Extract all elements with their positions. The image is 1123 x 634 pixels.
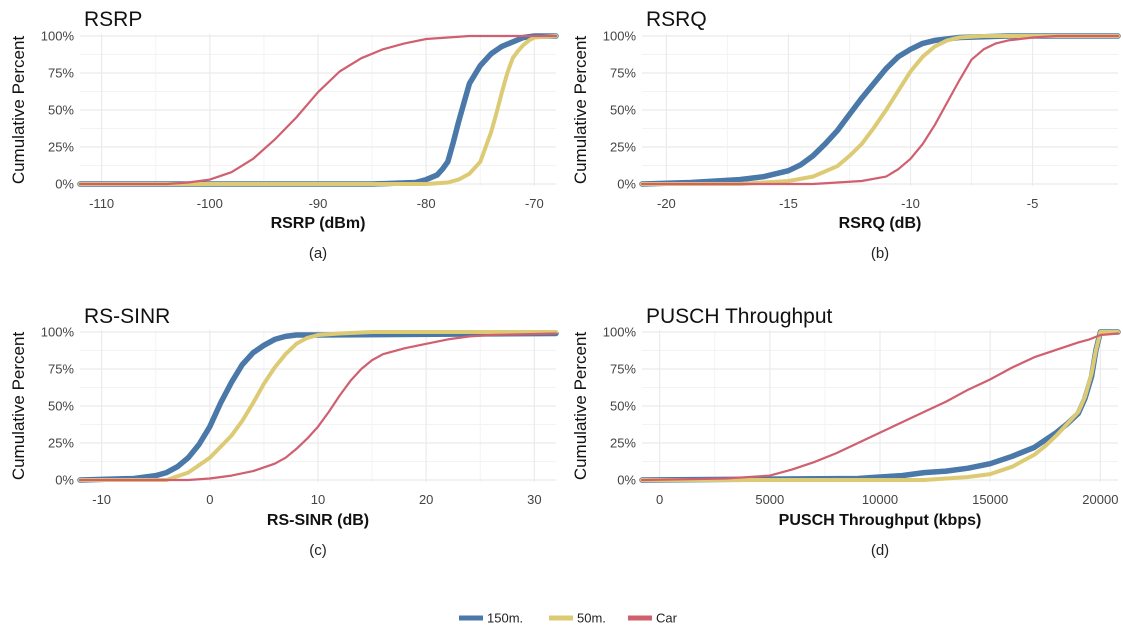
y-tick-label: 50%	[48, 103, 74, 118]
x-tick-label: 10000	[862, 492, 898, 507]
x-tick-label: -110	[89, 196, 114, 211]
y-tick-label: 75%	[610, 66, 636, 81]
panel-caption: (c)	[309, 542, 327, 559]
legend-label: Car	[656, 611, 678, 626]
y-tick-label: 25%	[48, 140, 74, 155]
x-tick-label: -100	[197, 196, 223, 211]
series-line-car	[78, 34, 558, 186]
y-tick-label: 0%	[617, 473, 636, 488]
series-line-150m	[639, 33, 1121, 187]
x-tick-label: -10	[901, 196, 920, 211]
series-line-car	[640, 332, 1120, 482]
y-tick-label: 25%	[610, 140, 636, 155]
x-tick-label: -10	[92, 492, 111, 507]
legend-label: 150m.	[487, 611, 523, 626]
series-line-car	[640, 34, 1120, 186]
legend: 150m. 50m. Car	[459, 611, 678, 626]
x-axis-label: PUSCH Throughput (kbps)	[779, 512, 982, 529]
y-tick-label: 0%	[617, 177, 636, 192]
x-axis-label: RSRQ (dB)	[839, 215, 922, 232]
chart-title: RSRP	[84, 8, 142, 31]
y-tick-label: 25%	[610, 436, 636, 451]
x-tick-label: 30	[527, 492, 541, 507]
y-tick-label: 75%	[48, 362, 74, 377]
chart-panel-4: 0 5000 10000 15000 20000 0% 25% 50% 75% 100% PUSCH…	[571, 305, 1121, 559]
y-tick-label: 50%	[48, 399, 74, 414]
x-tick-label: 10	[311, 492, 325, 507]
y-tick-label: 100%	[603, 29, 637, 44]
x-tick-label: -70	[525, 196, 544, 211]
x-tick-label: 20	[419, 492, 433, 507]
chart-title: PUSCH Throughput	[646, 305, 833, 328]
y-tick-label: 75%	[48, 66, 74, 81]
series-line-car	[78, 332, 558, 482]
panel-caption: (d)	[871, 542, 889, 559]
x-tick-label: -80	[417, 196, 436, 211]
x-tick-label: 20000	[1082, 492, 1118, 507]
y-axis-label: Cumulative Percent	[571, 36, 590, 185]
chart-title: RS-SINR	[84, 305, 170, 328]
x-tick-label: -20	[657, 196, 676, 211]
x-tick-label: 5000	[755, 492, 784, 507]
series-line-50m	[78, 330, 558, 482]
y-tick-label: 100%	[603, 325, 637, 340]
x-tick-label: 0	[656, 492, 663, 507]
y-tick-label: 0%	[55, 473, 74, 488]
chart-title: RSRQ	[646, 8, 707, 31]
chart-panel-2: -20 -15 -10 -5 0% 25% 50% 75% 100% RSRQ RSRQ (dB) C…	[571, 8, 1121, 262]
x-tick-label: -5	[1027, 196, 1039, 211]
x-axis-label: RSRP (dBm)	[271, 215, 366, 232]
y-axis-label: Cumulative Percent	[9, 332, 28, 481]
y-tick-label: 100%	[41, 29, 75, 44]
series-line-50m	[640, 330, 1120, 482]
chart-panel-3: -10 0 10 20 30 0% 25% 50% 75% 100% RS-SINR RS-SINR …	[9, 305, 559, 559]
x-tick-label: -90	[309, 196, 328, 211]
series-line-50m	[78, 34, 558, 186]
y-tick-label: 0%	[55, 177, 74, 192]
legend-label: 50m.	[577, 611, 606, 626]
x-axis-label: RS-SINR (dB)	[267, 512, 369, 529]
x-tick-label: 0	[206, 492, 213, 507]
y-tick-label: 50%	[610, 103, 636, 118]
y-tick-label: 50%	[610, 399, 636, 414]
series-line-150m	[77, 330, 559, 483]
chart-panel-1: -110 -100 -90 -80 -70 0% 25% 50% 75% 100% RSRP RSRP…	[9, 8, 559, 262]
y-axis-label: Cumulative Percent	[571, 332, 590, 481]
series-line-50m	[640, 34, 1120, 186]
y-tick-label: 25%	[48, 436, 74, 451]
panel-caption: (b)	[871, 245, 889, 262]
y-axis-label: Cumulative Percent	[9, 36, 28, 185]
y-tick-label: 75%	[610, 362, 636, 377]
y-tick-label: 100%	[41, 325, 75, 340]
x-tick-label: -15	[779, 196, 798, 211]
panel-caption: (a)	[309, 245, 327, 262]
series-line-150m	[77, 33, 559, 187]
x-tick-label: 15000	[972, 492, 1008, 507]
